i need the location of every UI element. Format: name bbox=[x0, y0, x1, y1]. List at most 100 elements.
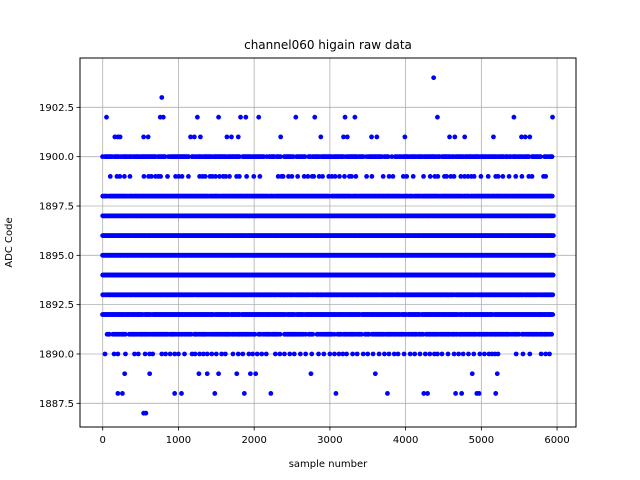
x-tick-label: 6000 bbox=[544, 435, 569, 446]
data-point bbox=[451, 174, 457, 179]
data-point bbox=[336, 351, 342, 357]
data-point bbox=[253, 371, 259, 377]
data-point bbox=[172, 391, 178, 396]
data-point bbox=[349, 174, 354, 179]
data-point bbox=[202, 174, 208, 179]
data-point bbox=[312, 114, 318, 120]
data-point bbox=[431, 75, 437, 81]
data-point bbox=[425, 391, 430, 396]
data-point bbox=[244, 174, 250, 179]
data-point bbox=[462, 134, 468, 140]
data-point bbox=[390, 174, 396, 179]
data-point bbox=[310, 331, 316, 337]
data-point bbox=[370, 351, 376, 357]
data-point bbox=[135, 351, 141, 357]
data-point bbox=[107, 331, 112, 337]
data-point bbox=[159, 351, 165, 357]
data-point bbox=[337, 174, 342, 179]
data-point bbox=[439, 351, 445, 357]
data-point bbox=[550, 292, 556, 298]
data-point bbox=[460, 351, 466, 357]
data-point bbox=[268, 391, 274, 396]
data-point bbox=[219, 351, 225, 357]
data-point bbox=[380, 174, 386, 179]
data-point bbox=[513, 174, 519, 179]
data-point bbox=[359, 331, 364, 337]
data-point bbox=[259, 351, 265, 357]
data-point bbox=[354, 351, 360, 357]
data-point bbox=[333, 391, 339, 396]
data-point bbox=[192, 351, 198, 357]
x-tick-label: 1000 bbox=[166, 435, 191, 446]
data-point bbox=[280, 174, 286, 179]
data-point bbox=[374, 134, 380, 140]
y-tick-label: 1892.5 bbox=[39, 300, 74, 311]
data-point bbox=[407, 351, 413, 357]
data-point bbox=[277, 351, 283, 357]
data-point bbox=[522, 134, 528, 140]
data-point bbox=[251, 174, 257, 179]
data-point bbox=[308, 371, 314, 377]
data-point bbox=[243, 114, 249, 120]
data-point bbox=[196, 371, 202, 377]
data-point bbox=[123, 331, 128, 337]
data-point bbox=[293, 114, 299, 120]
data-point bbox=[295, 174, 301, 179]
data-point bbox=[495, 351, 501, 357]
data-point bbox=[241, 391, 247, 396]
data-point bbox=[550, 213, 556, 219]
data-point bbox=[417, 351, 423, 357]
data-point bbox=[422, 351, 428, 357]
data-point bbox=[410, 174, 416, 179]
data-point bbox=[402, 134, 408, 140]
data-point bbox=[364, 174, 369, 179]
data-point bbox=[257, 174, 263, 179]
data-point bbox=[117, 134, 123, 140]
data-point bbox=[451, 351, 457, 357]
data-point bbox=[527, 351, 533, 357]
data-point bbox=[247, 371, 253, 377]
data-point bbox=[216, 371, 221, 377]
data-point bbox=[543, 174, 549, 179]
data-point bbox=[238, 114, 243, 120]
data-point bbox=[412, 351, 418, 357]
data-point bbox=[191, 134, 197, 140]
data-point bbox=[369, 134, 374, 140]
data-point bbox=[435, 351, 440, 357]
data-point bbox=[198, 134, 203, 140]
data-point bbox=[167, 351, 173, 357]
data-point bbox=[179, 174, 185, 179]
x-tick-label: 4000 bbox=[393, 435, 418, 446]
data-point bbox=[445, 351, 451, 357]
data-point bbox=[182, 351, 187, 357]
data-point bbox=[289, 174, 295, 179]
data-point bbox=[360, 351, 366, 357]
data-point bbox=[421, 174, 426, 179]
data-point bbox=[500, 174, 506, 179]
data-point bbox=[316, 351, 321, 357]
x-tick-label: 3000 bbox=[317, 435, 342, 446]
data-point bbox=[278, 134, 284, 140]
data-point bbox=[519, 174, 525, 179]
data-point bbox=[145, 134, 151, 140]
data-point bbox=[277, 331, 283, 337]
data-point bbox=[385, 391, 390, 396]
data-point bbox=[141, 134, 147, 140]
data-point bbox=[529, 174, 535, 179]
data-point bbox=[549, 193, 555, 199]
data-point bbox=[159, 95, 165, 100]
data-point bbox=[511, 114, 517, 120]
data-point bbox=[353, 174, 359, 179]
data-point bbox=[235, 134, 241, 140]
data-point bbox=[352, 114, 358, 120]
data-point bbox=[520, 351, 526, 357]
data-point bbox=[254, 351, 260, 357]
data-point bbox=[150, 351, 156, 357]
data-point bbox=[506, 174, 512, 179]
y-axis-label: ADC Code bbox=[4, 217, 15, 267]
data-point bbox=[209, 351, 215, 357]
data-point bbox=[147, 371, 153, 377]
data-point bbox=[115, 351, 121, 357]
data-point bbox=[549, 154, 555, 160]
